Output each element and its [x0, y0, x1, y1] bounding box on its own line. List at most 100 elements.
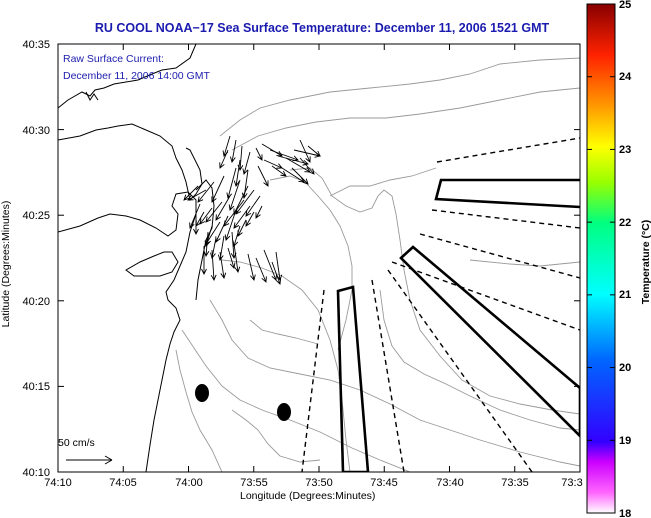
colorbar-tick-label: 25 [619, 0, 631, 11]
current-vector-arrow [203, 231, 210, 258]
current-vector-arrow [228, 179, 241, 211]
current-vector-arrow [237, 219, 247, 237]
bathymetry-contour [469, 259, 580, 267]
figure-title: RU COOL NOAA−17 Sea Surface Temperature:… [94, 21, 550, 35]
x-tick-label: 74:10 [44, 477, 72, 489]
current-legend-line1: Raw Surface Current: [63, 53, 164, 65]
bathymetry-contour [221, 259, 351, 472]
scale-arrow [66, 455, 113, 465]
y-axis-label: Latitude (Degrees:Minutes) [0, 200, 12, 328]
current-vector-arrow [269, 149, 299, 162]
bathymetry-contour [175, 349, 223, 472]
coastline [125, 251, 179, 277]
x-tick-label: 73:35 [501, 477, 529, 489]
current-vector-arrow [230, 139, 237, 163]
bathymetry-contour [181, 329, 411, 472]
map-area [58, 44, 580, 472]
colorbar-label: Temperature (°C) [640, 219, 651, 305]
bathymetry-contour [209, 299, 580, 467]
current-vector-arrow [275, 251, 283, 281]
coastline [195, 179, 215, 301]
bathymetry-contour [379, 289, 580, 431]
current-vector-arrow [219, 251, 227, 279]
x-tick-label: 74:00 [175, 477, 203, 489]
bathymetry-contour [231, 87, 580, 151]
current-vector-arrow [242, 151, 251, 175]
scale-label: 50 cm/s [58, 437, 95, 449]
coastline [58, 44, 197, 109]
current-vector-arrow [271, 261, 282, 285]
colorbar-gradient [586, 3, 616, 514]
bathymetry-contour [289, 167, 580, 415]
x-tick-label: 73:55 [240, 477, 268, 489]
current-vector-arrow [232, 225, 241, 247]
colorbar-tick-label: 20 [619, 362, 631, 374]
x-tick-label: 73:40 [436, 477, 464, 489]
bathymetry-contour [269, 175, 353, 351]
current-vector-arrow [193, 214, 199, 236]
x-tick-label: 73:50 [305, 477, 333, 489]
colorbar-tick-label: 18 [619, 508, 631, 518]
surface-current-vectors [183, 135, 321, 285]
x-tick-label: 74:05 [109, 477, 137, 489]
current-vector-arrow [261, 143, 283, 157]
bathymetry-contour [219, 57, 580, 137]
x-tick-label: 73:3 [561, 477, 582, 489]
current-vector-arrow [281, 167, 305, 183]
y-tick-label: 40:15 [22, 381, 50, 393]
shipping-lane-line [387, 269, 533, 472]
current-vector-arrow [227, 247, 236, 269]
current-vector-arrow [255, 147, 263, 161]
current-vector-arrow [271, 165, 287, 177]
current-vector-arrow [235, 189, 255, 215]
current-vector-arrow [277, 155, 309, 166]
colorbar-tick-label: 22 [619, 217, 631, 229]
current-vector-arrow [219, 149, 229, 169]
current-vector-arrow [226, 167, 237, 199]
current-vector-arrow [255, 257, 267, 283]
current-vector-arrow [215, 195, 231, 221]
current-vector-arrow [299, 139, 311, 163]
current-vector-arrow [233, 159, 241, 187]
shipping-lane-line [431, 209, 580, 229]
lane-outlines [336, 178, 580, 472]
current-vector-arrow [210, 237, 217, 259]
current-vector-arrow [245, 211, 255, 227]
dump-site-marker [277, 403, 291, 421]
bathymetry-contour [231, 409, 321, 463]
current-vector-arrow [199, 207, 213, 225]
current-vector-arrow [307, 145, 321, 157]
colorbar-tick-label: 24 [619, 71, 632, 83]
colorbar-tick-label: 23 [619, 144, 631, 156]
current-vector-arrow [255, 205, 263, 219]
current-vector-arrow [223, 199, 245, 227]
x-axis-label: Longitude (Degrees:Minutes) [240, 490, 376, 502]
current-vector-arrow [201, 246, 207, 276]
current-legend-line2: December 11, 2006 14:00 GMT [63, 70, 210, 82]
current-vector-arrow [224, 209, 237, 241]
x-tick-label: 73:45 [370, 477, 398, 489]
current-vector-arrow [233, 205, 251, 229]
current-vector-arrow [245, 195, 261, 217]
y-tick-label: 40:10 [22, 467, 50, 479]
colorbar-tick-label: 19 [619, 435, 631, 447]
current-vector-arrow [211, 175, 225, 203]
current-vector-arrow [210, 249, 217, 282]
bathymetry-contour [329, 167, 437, 197]
current-vector-arrow [257, 165, 269, 187]
current-vector-arrow [183, 185, 199, 201]
colorbar-tick-label: 21 [619, 289, 631, 301]
shipping-lane-line [436, 137, 580, 163]
shipping-lane-line [301, 289, 325, 472]
current-vector-arrow [187, 189, 207, 201]
east-lane-outline [434, 178, 580, 209]
coastline [58, 123, 203, 201]
bathymetry-contour [249, 319, 319, 345]
current-vector-arrow [299, 157, 315, 175]
southeast-lane-outline [399, 245, 580, 438]
current-vector-arrow [263, 249, 277, 281]
current-vector-arrow [189, 203, 201, 229]
current-vector-arrow [247, 253, 256, 281]
plot-frame [57, 43, 581, 473]
